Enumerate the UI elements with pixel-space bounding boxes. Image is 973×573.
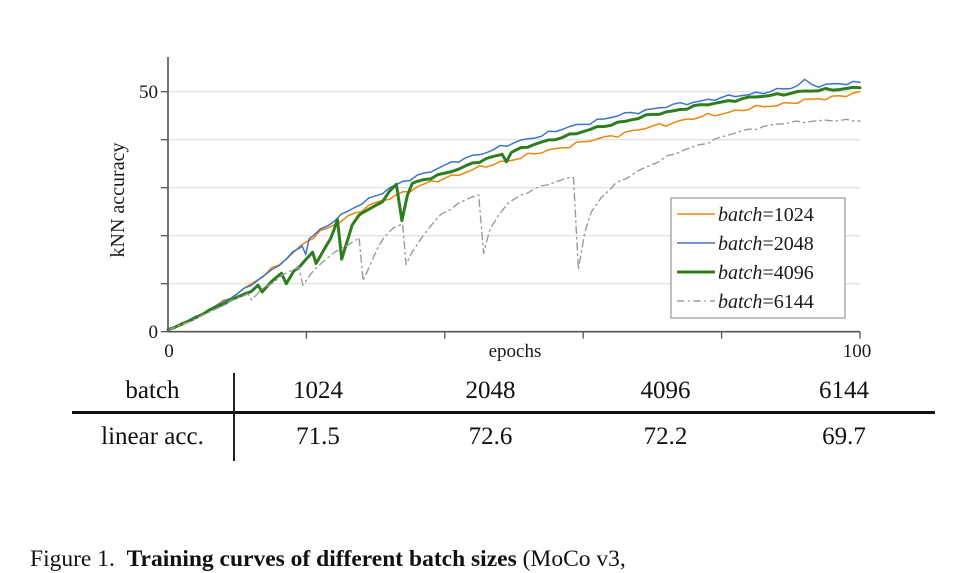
y-axis-title: kNN accuracy [107, 143, 129, 258]
table-linear-acc-value-2: 72.2 [643, 423, 688, 450]
series-batch=6144 [167, 118, 861, 331]
caption-segment: Training curves of different batch sizes [126, 546, 517, 572]
legend-label-batch=1024: batch=1024 [718, 204, 814, 226]
y-tick-label-50: 50 [139, 82, 158, 103]
legend-label-batch=2048: batch=2048 [718, 233, 814, 255]
table-linear-acc-value-3: 69.7 [822, 423, 866, 450]
caption-segment: (MoCo v3, [516, 546, 626, 572]
training-curves-chart: 50 0 kNN accuracy 0 epochs 100 batch=102… [107, 57, 872, 362]
x-tick-label-0: 0 [164, 341, 174, 362]
table-row-label: linear acc. [101, 423, 204, 450]
table-batch-value-2: 4096 [640, 377, 691, 404]
table-linear-acc-value-0: 71.5 [296, 423, 340, 450]
table-column-divider [233, 373, 235, 461]
chart-legend: batch=1024 batch=2048 batch=4096 batch=6144 [670, 197, 846, 319]
x-axis-title: epochs [489, 341, 542, 362]
table-rule [72, 411, 935, 414]
results-table: batch 1024 2048 4096 6144 linear acc. 71.5 72.6… [72, 372, 935, 461]
table-batch-value-3: 6144 [819, 377, 869, 404]
caption-line-1: Figure 1. Training curves of different b… [30, 542, 955, 573]
figure-caption: Figure 1. Training curves of different b… [30, 472, 955, 573]
curves [166, 78, 862, 332]
line-chart: 50 0 kNN accuracy 0 epochs 100 batch=102… [107, 57, 872, 362]
x-tick-label-100: 100 [843, 341, 872, 362]
caption-segment: Figure 1. [30, 546, 127, 572]
legend-label-batch=6144: batch=6144 [718, 291, 814, 313]
table-batch-value-1: 2048 [465, 377, 516, 404]
series-batch=4096 [166, 85, 862, 332]
axes [161, 57, 861, 339]
series-batch=2048 [167, 78, 861, 331]
table-header-batch: batch [125, 377, 180, 404]
legend-label-batch=4096: batch=4096 [718, 262, 814, 284]
table-linear-acc-value-1: 72.6 [468, 423, 513, 450]
table-batch-value-0: 1024 [293, 377, 343, 404]
y-tick-label-0: 0 [149, 322, 159, 343]
legend-box [670, 197, 846, 319]
